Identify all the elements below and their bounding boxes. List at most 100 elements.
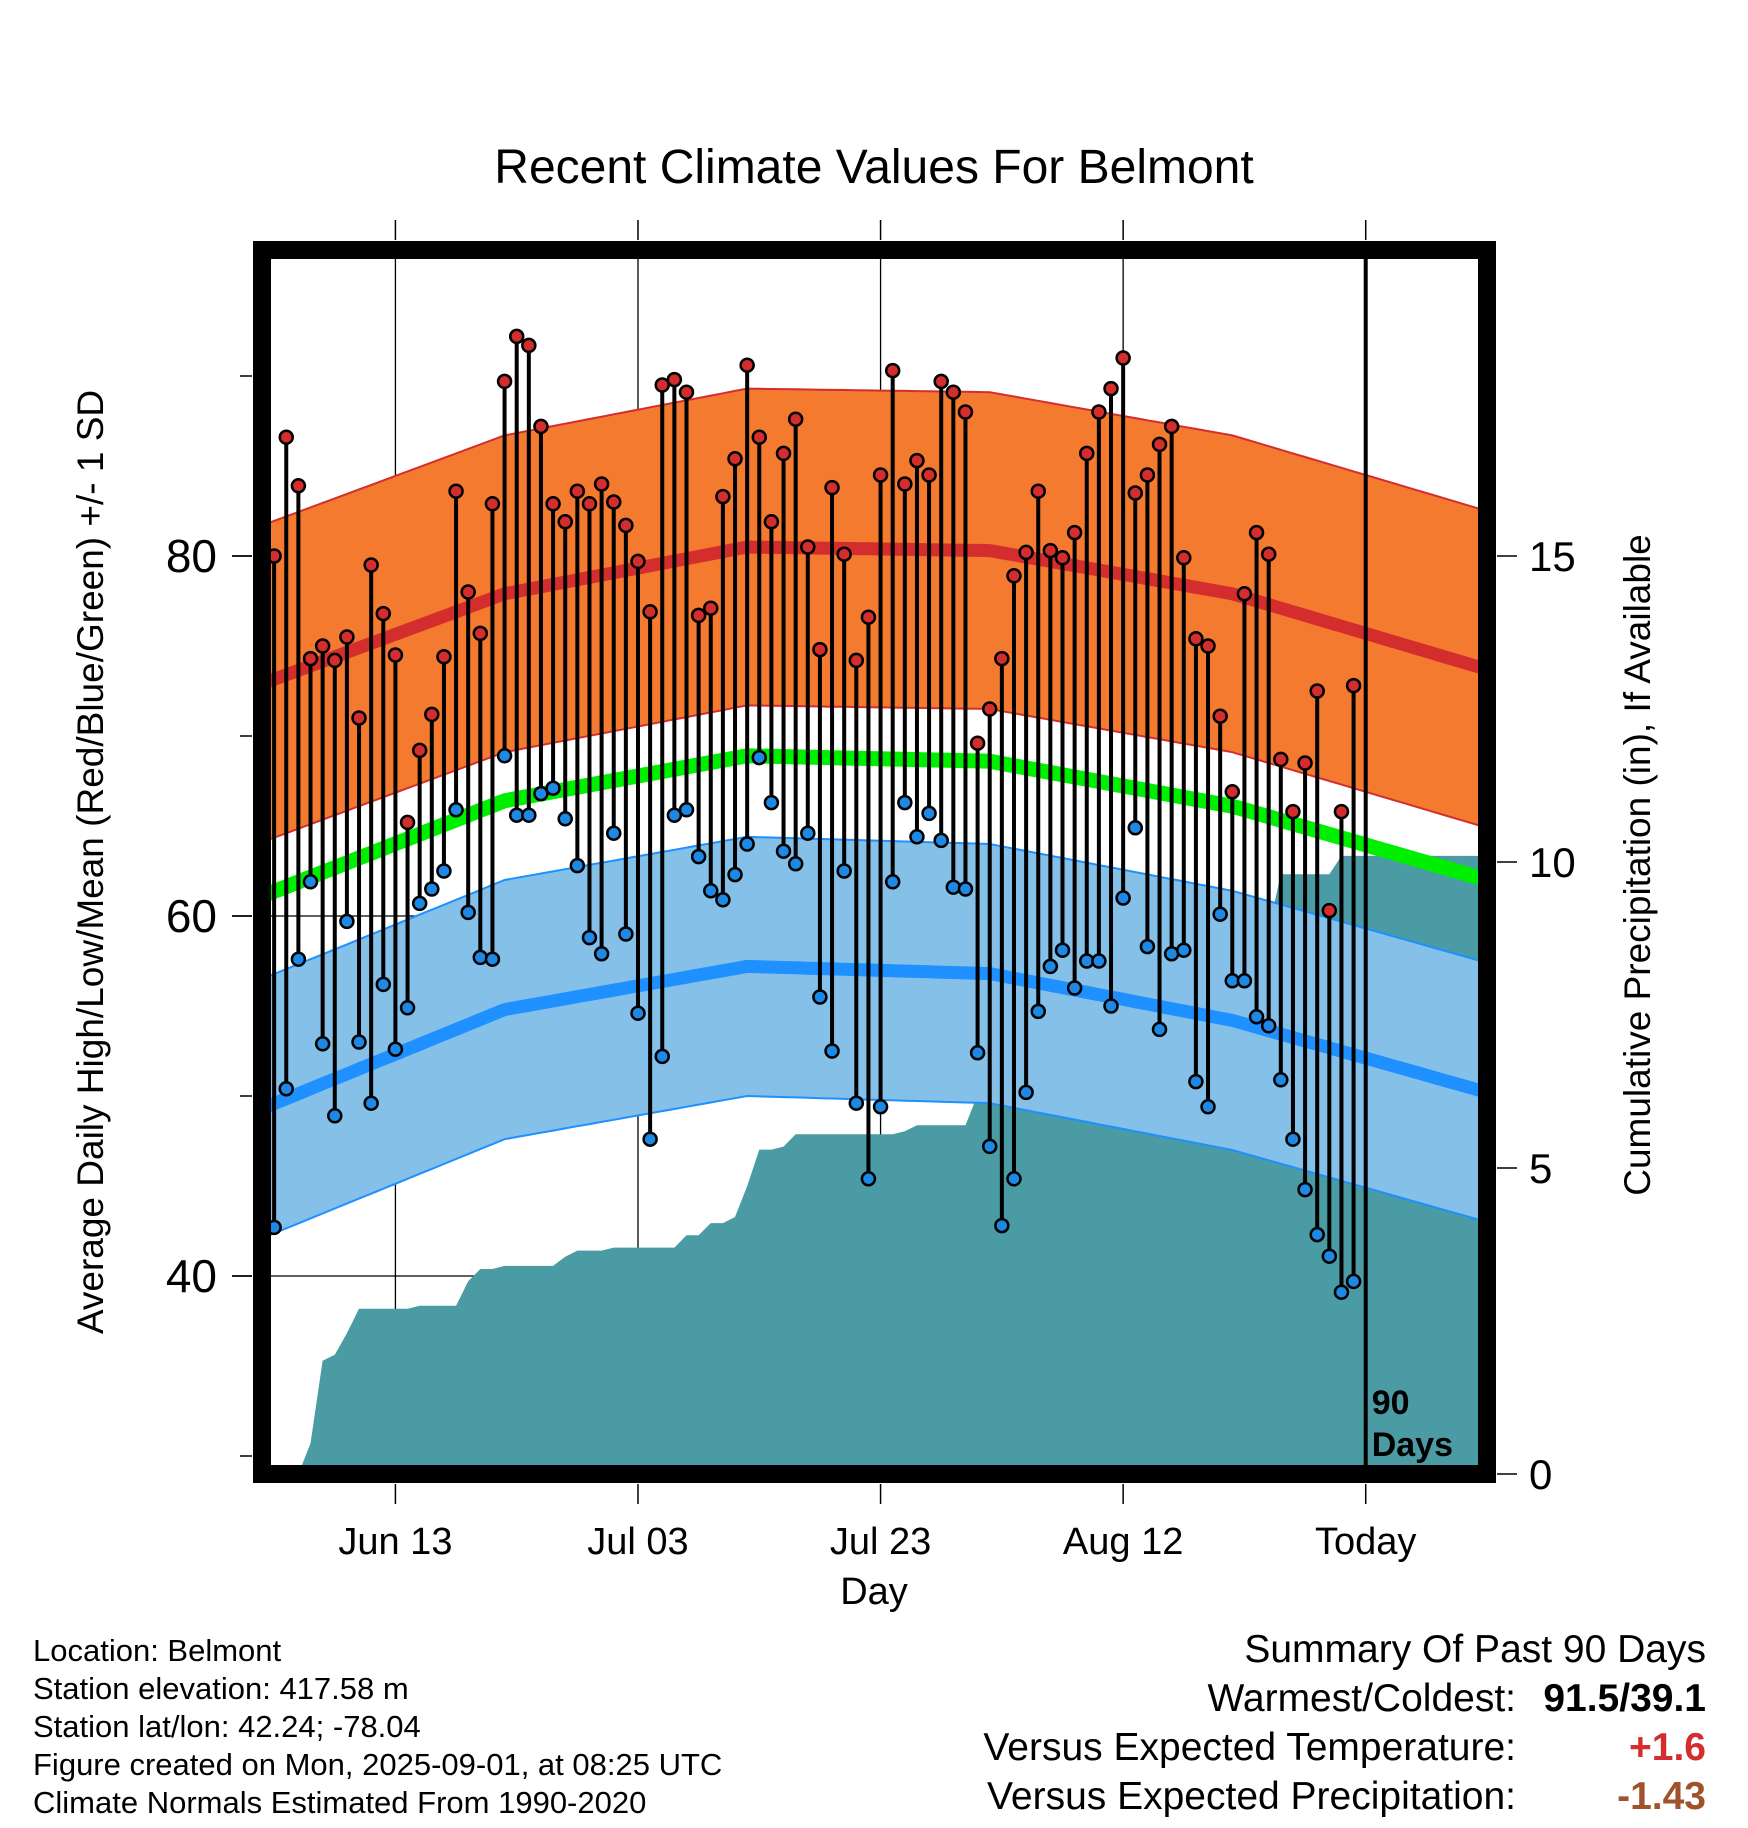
daily-high-point: [1042, 542, 1059, 559]
daily-low-point: [763, 794, 780, 811]
daily-low-point: [1127, 820, 1144, 836]
daily-high-point: [751, 429, 768, 445]
y2-tick-label: 0: [1529, 1451, 1552, 1498]
daily-high-point: [775, 445, 792, 462]
daily-high-point: [605, 494, 622, 510]
daily-low-point: [1103, 998, 1119, 1014]
temp-anomaly-label: Versus Expected Temperature:: [983, 1726, 1516, 1769]
daily-high-point: [727, 451, 743, 467]
daily-low-point: [1042, 958, 1059, 975]
daily-low-point: [387, 1041, 404, 1057]
x-tick-label: Jun 13: [338, 1521, 452, 1563]
daily-high-point: [290, 478, 307, 494]
daily-low-point: [921, 805, 937, 822]
station-latlon: Station lat/lon: 42.24; -78.04: [33, 1709, 421, 1744]
daily-high-point: [363, 557, 379, 573]
daily-low-point: [933, 832, 949, 849]
temp-anomaly-value: +1.6: [1629, 1726, 1706, 1769]
daily-high-point: [909, 452, 925, 469]
x-tick-label: Jul 03: [587, 1521, 688, 1563]
daily-low-point: [533, 785, 549, 802]
daily-low-point: [1200, 1099, 1216, 1115]
daily-low-point: [411, 895, 428, 912]
daily-high-point: [969, 735, 986, 751]
daily-low-point: [302, 874, 319, 890]
daily-high-point: [642, 604, 658, 620]
daily-low-point: [1139, 938, 1156, 955]
daily-low-point: [363, 1095, 379, 1111]
daily-low-point: [715, 892, 731, 908]
daily-high-point: [1030, 483, 1046, 499]
daily-low-point: [557, 811, 573, 827]
daily-low-point: [1115, 890, 1131, 906]
daily-low-point: [1309, 1226, 1325, 1243]
daily-low-point: [678, 802, 695, 818]
warmest-label: Warmest/Coldest:: [1207, 1677, 1516, 1720]
daily-low-point: [848, 1095, 865, 1111]
daily-high-point: [1115, 350, 1131, 366]
high-normal-line: [262, 540, 1487, 690]
daily-high-point: [569, 483, 586, 499]
daily-high-point: [472, 625, 489, 642]
precip-anomaly-label: Versus Expected Precipitation:: [987, 1775, 1516, 1818]
daily-high-point: [630, 553, 646, 570]
daily-high-point: [351, 710, 367, 726]
daily-high-point: [1273, 751, 1289, 768]
daily-high-point: [921, 467, 937, 483]
daily-low-point: [1333, 1284, 1350, 1300]
station-elevation: Station elevation: 417.58 m: [33, 1671, 409, 1706]
daily-low-point: [642, 1131, 658, 1147]
daily-high-point: [1236, 586, 1253, 602]
station-info: Location: Belmont Station elevation: 417…: [33, 1632, 722, 1822]
daily-high-point: [994, 650, 1010, 667]
daily-high-point: [1176, 550, 1192, 566]
daily-high-point: [872, 467, 889, 483]
daily-low-point: [775, 843, 792, 859]
x-axis-label: Day: [840, 1571, 908, 1613]
daily-high-point: [1066, 524, 1083, 541]
daily-low-point: [290, 951, 307, 967]
daily-high-point: [1103, 380, 1119, 397]
daily-low-point: [994, 1217, 1010, 1234]
daily-low-point: [1212, 906, 1228, 922]
station-location: Location: Belmont: [33, 1633, 282, 1668]
daily-low-point: [436, 863, 452, 879]
daily-low-point: [399, 1000, 416, 1016]
daily-low-point: [1285, 1131, 1301, 1147]
daily-low-point: [1236, 973, 1253, 989]
daily-high-point: [387, 647, 404, 663]
daily-high-point: [1163, 418, 1180, 435]
daily-high-point: [1345, 677, 1362, 694]
daily-low-point: [496, 748, 513, 764]
y-axis-label: Average Daily High/Low/Mean (Red/Blue/Gr…: [70, 390, 111, 1334]
daily-low-point: [424, 881, 440, 897]
daily-high-point: [1054, 550, 1071, 566]
daily-high-point: [1188, 631, 1204, 647]
y2-tick-label: 10: [1529, 839, 1576, 886]
daily-low-point: [314, 1036, 331, 1052]
daily-low-point: [751, 749, 768, 766]
daily-low-point: [654, 1048, 670, 1065]
daily-high-point: [1212, 708, 1228, 724]
daily-high-point: [1127, 485, 1144, 501]
daily-high-point: [411, 742, 428, 759]
daily-high-point: [557, 514, 573, 530]
daily-low-point: [739, 836, 755, 852]
daily-high-point: [836, 546, 852, 562]
daily-low-point: [884, 874, 901, 890]
climate-chart: Recent Climate Values For Belmont 90 Days…: [70, 141, 1658, 1613]
daily-high-point: [1297, 755, 1313, 771]
daily-high-point: [1309, 683, 1325, 699]
daily-high-point: [981, 701, 998, 717]
plot-frame: [253, 241, 1496, 1483]
low-normal-band: [262, 835, 1487, 1240]
daily-high-point: [436, 649, 452, 665]
daily-low-point: [800, 825, 816, 841]
daily-high-point: [812, 641, 828, 658]
figure-created: Figure created on Mon, 2025-09-01, at 08…: [33, 1747, 723, 1782]
summary-title: Summary Of Past 90 Days: [1244, 1628, 1706, 1671]
daily-low-point: [630, 1005, 646, 1021]
daily-high-point: [1079, 445, 1095, 462]
daily-high-point: [1333, 803, 1350, 820]
daily-high-point: [593, 476, 610, 492]
